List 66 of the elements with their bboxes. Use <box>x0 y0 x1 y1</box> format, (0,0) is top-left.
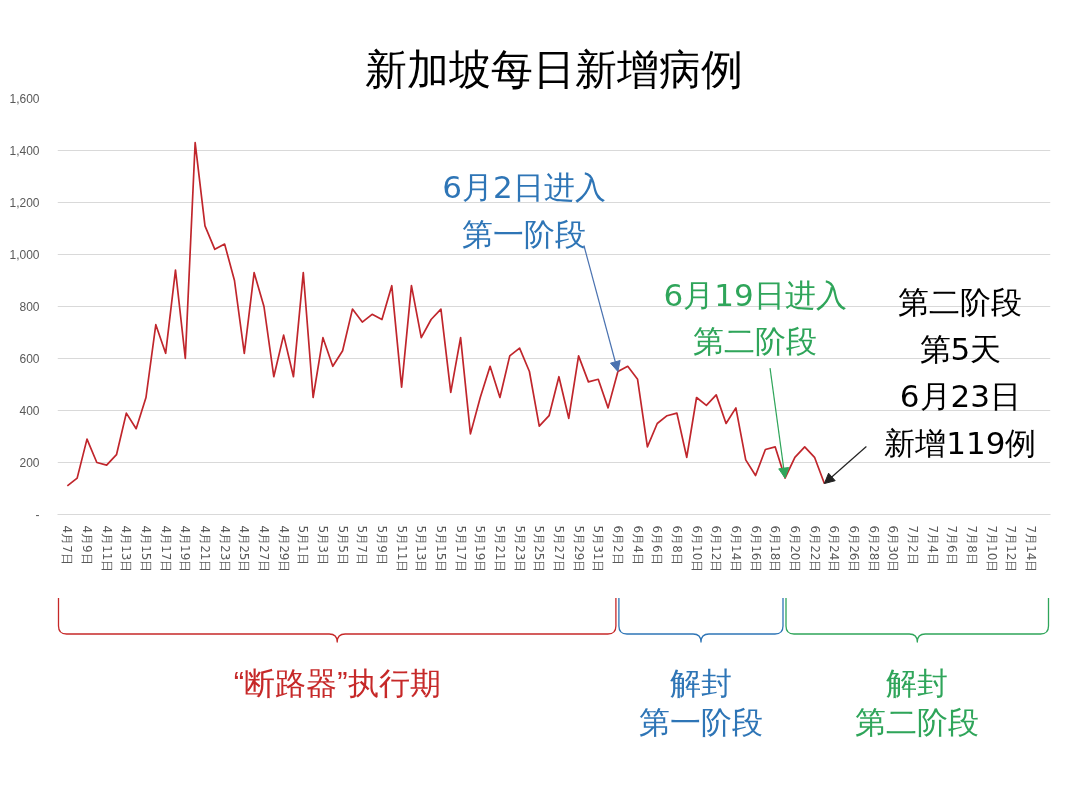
x-tick-label: 5月5日 <box>335 525 350 565</box>
x-tick-label: 5月27日 <box>551 525 566 573</box>
x-tick-label: 4月27日 <box>256 525 271 573</box>
x-tick-label: 5月9日 <box>374 525 389 565</box>
x-tick-label: 5月3日 <box>315 525 330 565</box>
x-tick-label: 6月20日 <box>787 525 802 573</box>
y-tick-label: 1,600 <box>9 92 40 106</box>
x-tick-label: 6月6日 <box>650 525 665 565</box>
x-tick-label: 6月18日 <box>768 525 783 573</box>
x-tick-label: 5月15日 <box>433 525 448 573</box>
x-tick-label: 4月23日 <box>217 525 232 573</box>
x-tick-label: 7月8日 <box>964 525 979 565</box>
x-tick-label: 6月8日 <box>669 525 684 565</box>
annotation: 6月19日进入第二阶段 <box>663 276 847 360</box>
x-tick-label: 4月11日 <box>99 525 114 573</box>
x-tick-label: 6月30日 <box>886 525 901 573</box>
text: 解封第二阶段 <box>855 666 980 740</box>
x-tick-label: 4月13日 <box>119 525 134 573</box>
x-tick-label: 7月14日 <box>1023 525 1038 573</box>
x-tick-label: 6月12日 <box>709 525 724 573</box>
x-tick-label: 6月22日 <box>807 525 822 573</box>
x-tick-label: 6月2日 <box>610 525 625 565</box>
x-tick-label: 5月29日 <box>571 525 586 573</box>
text: “断路器”执行期 <box>233 666 441 701</box>
x-tick-label: 5月23日 <box>512 525 527 573</box>
x-tick-label: 6月24日 <box>827 525 842 573</box>
x-tick-label: 4月9日 <box>80 525 94 565</box>
x-tick-label: 5月31日 <box>591 525 606 573</box>
y-tick-label: 1,000 <box>9 248 40 262</box>
x-tick-label: 4月15日 <box>138 525 153 573</box>
chart-title: 新加坡每日新增病例 <box>365 44 743 94</box>
x-tick-label: 5月13日 <box>414 525 429 573</box>
x-tick-label: 6月14日 <box>728 525 743 573</box>
y-tick-label: - <box>35 508 40 522</box>
x-tick-label: 7月10日 <box>984 525 999 573</box>
x-tick-label: 6月16日 <box>748 525 763 573</box>
x-tick-label: 7月6日 <box>945 525 960 565</box>
x-tick-label: 6月26日 <box>846 525 861 573</box>
x-tick-label: 5月17日 <box>453 525 468 573</box>
x-tick-label: 5月19日 <box>473 525 488 573</box>
x-tick-label: 5月11日 <box>394 525 409 573</box>
x-tick-label: 6月10日 <box>689 525 704 573</box>
x-tick-label: 5月1日 <box>296 525 311 565</box>
x-tick-label: 4月21日 <box>197 525 212 573</box>
text: 解封第一阶段 <box>639 666 763 740</box>
y-tick-label: 1,200 <box>9 196 40 210</box>
x-tick-label: 6月4日 <box>630 525 645 565</box>
x-tick-label: 6月28日 <box>866 525 881 573</box>
x-tick-label: 4月7日 <box>60 525 75 565</box>
x-tick-label: 7月4日 <box>925 525 940 565</box>
x-tick-label: 4月29日 <box>276 525 291 573</box>
x-tick-label: 4月25日 <box>237 525 252 573</box>
y-tick-label: 1,400 <box>9 144 40 158</box>
x-tick-label: 4月17日 <box>158 525 173 573</box>
y-tick-label: 200 <box>19 456 40 470</box>
x-tick-label: 5月25日 <box>532 525 547 573</box>
x-tick-label: 7月2日 <box>905 525 920 565</box>
x-tick-label: 7月12日 <box>1004 525 1019 573</box>
x-tick-label: 4月19日 <box>178 525 193 573</box>
y-tick-label: 600 <box>19 352 40 366</box>
annotation: 6月2日进入第一阶段 <box>442 169 606 252</box>
x-tick-label: 5月7日 <box>355 525 370 565</box>
x-tick-label: 5月21日 <box>492 525 507 573</box>
annotation: 第二阶段第5天6月23日新增119例 <box>884 284 1037 461</box>
y-tick-label: 400 <box>19 404 40 418</box>
y-tick-label: 800 <box>19 300 40 314</box>
